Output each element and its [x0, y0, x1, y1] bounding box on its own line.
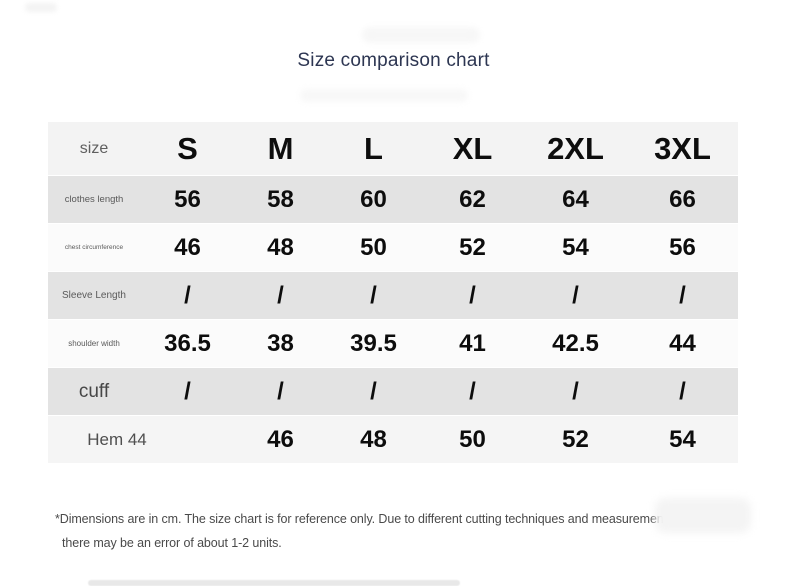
table-row-shoulder-width: shoulder width 36.5 38 39.5 41 42.5 44 [48, 319, 738, 367]
column-header-s: S [177, 130, 198, 166]
value-cell: 54 [562, 233, 589, 261]
page-title: Size comparison chart [297, 50, 490, 71]
row-label-clothes-length: clothes length [64, 194, 124, 205]
value-cell: / [572, 281, 579, 309]
value-cell: 42.5 [552, 329, 599, 357]
value-cell: 54 [669, 425, 696, 453]
value-cell [140, 416, 235, 463]
value-cell: / [277, 281, 284, 309]
value-cell: 52 [562, 425, 589, 453]
value-cell: 56 [174, 185, 201, 213]
value-cell: 60 [360, 185, 387, 213]
row-label-hem: Hem 44 [87, 429, 147, 449]
table-header-row: size S M L XL 2XL 3XL [48, 122, 738, 175]
table-row-chest-circumference: chest circumference 46 48 50 52 54 56 [48, 223, 738, 271]
value-cell: / [277, 377, 284, 405]
value-cell: 50 [360, 233, 387, 261]
value-cell: 62 [459, 185, 486, 213]
value-cell: 41 [459, 329, 486, 357]
footnote: *Dimensions are in cm. The size chart is… [55, 507, 755, 555]
value-cell: 66 [669, 185, 696, 213]
value-cell: / [370, 281, 377, 309]
row-label-shoulder-width: shoulder width [68, 339, 120, 348]
column-header-m: M [267, 130, 294, 166]
column-header-size: size [79, 139, 109, 157]
value-cell: / [184, 281, 191, 309]
value-cell: 64 [562, 185, 589, 213]
value-cell: 48 [267, 233, 294, 261]
footnote-line1: *Dimensions are in cm. The size chart is… [55, 512, 722, 526]
table-row-clothes-length: clothes length 56 58 60 62 64 66 [48, 175, 738, 223]
value-cell: 46 [267, 425, 294, 453]
size-comparison-table: size S M L XL 2XL 3XL clothes length 56 … [48, 122, 738, 463]
value-cell: / [469, 377, 476, 405]
value-cell: 58 [267, 185, 294, 213]
row-label-chest-circumference: chest circumference [64, 244, 124, 251]
watermark-artifact [25, 3, 57, 12]
value-cell: / [679, 281, 686, 309]
value-cell: 44 [669, 329, 696, 357]
column-header-3xl: 3XL [654, 130, 711, 166]
value-cell: 39.5 [350, 329, 397, 357]
value-cell: 52 [459, 233, 486, 261]
row-label-cuff: cuff [78, 380, 110, 402]
value-cell: 38 [267, 329, 294, 357]
table-row-hem: Hem 44 46 48 50 52 54 [48, 415, 738, 463]
value-cell: / [184, 377, 191, 405]
value-cell: 36.5 [164, 329, 211, 357]
value-cell: / [679, 377, 686, 405]
value-cell: 48 [360, 425, 387, 453]
column-header-l: L [364, 130, 383, 166]
table-row-cuff: cuff / / / / / / [48, 367, 738, 415]
watermark-artifact [300, 89, 468, 102]
value-cell: / [572, 377, 579, 405]
table-row-sleeve-length: Sleeve Length / / / / / / [48, 271, 738, 319]
value-cell: 50 [459, 425, 486, 453]
value-cell: 46 [174, 233, 201, 261]
value-cell: / [469, 281, 476, 309]
value-cell: 56 [669, 233, 696, 261]
footnote-line2: there may be an error of about 1-2 units… [62, 536, 282, 550]
value-cell: / [370, 377, 377, 405]
column-header-xl: XL [452, 130, 493, 166]
next-image-edge [88, 580, 460, 586]
watermark-artifact [362, 27, 480, 43]
row-label-sleeve-length: Sleeve Length [62, 290, 126, 301]
column-header-2xl: 2XL [547, 130, 604, 166]
